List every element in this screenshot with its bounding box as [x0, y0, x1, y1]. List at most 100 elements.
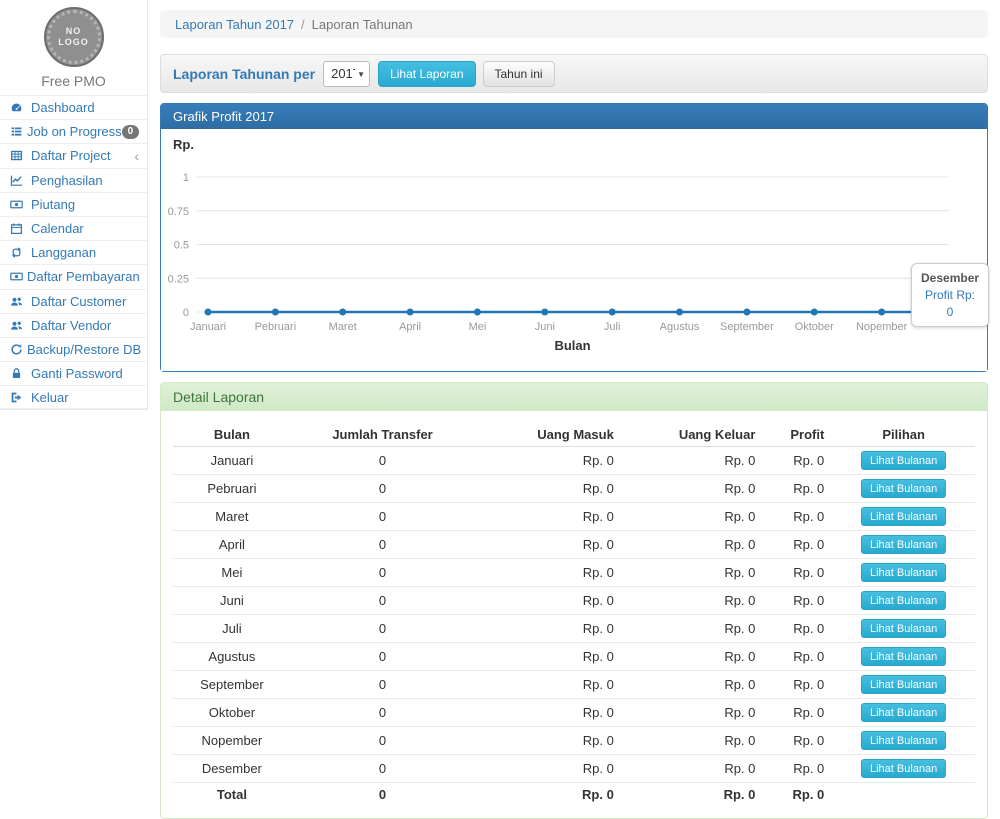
cell-pilihan: Lihat Bulanan: [832, 755, 975, 783]
sidebar-item-piutang[interactable]: Piutang: [0, 192, 147, 216]
lihat-bulanan-button[interactable]: Lihat Bulanan: [861, 563, 946, 582]
cell-uang_masuk: Rp. 0: [474, 615, 622, 643]
column-header: Profit: [763, 423, 832, 447]
cell-uang_keluar: Rp. 0: [622, 559, 764, 587]
sidebar-item-label: Piutang: [31, 197, 75, 212]
sidebar-item-job-on-progress[interactable]: Job on Progress0: [0, 119, 147, 143]
svg-text:Oktober: Oktober: [795, 321, 834, 333]
cell-uang_keluar: Rp. 0: [622, 727, 764, 755]
lihat-bulanan-button[interactable]: Lihat Bulanan: [861, 731, 946, 750]
cell-jumlah_transfer: 0: [291, 671, 474, 699]
cell-pilihan: Lihat Bulanan: [832, 559, 975, 587]
table-row: Desember0Rp. 0Rp. 0Rp. 0Lihat Bulanan: [173, 755, 975, 783]
svg-text:1: 1: [183, 172, 189, 184]
sidebar-item-label: Langganan: [31, 245, 96, 260]
cell-jumlah_transfer: 0: [291, 727, 474, 755]
sidebar-item-daftar-pembayaran[interactable]: Daftar Pembayaran: [0, 264, 147, 288]
breadcrumb-link[interactable]: Laporan Tahun 2017: [175, 17, 294, 32]
tooltip-title: Desember: [921, 269, 979, 287]
cell-pilihan: Lihat Bulanan: [832, 727, 975, 755]
users-icon: [10, 319, 27, 332]
table-row: Januari0Rp. 0Rp. 0Rp. 0Lihat Bulanan: [173, 447, 975, 475]
lihat-bulanan-button[interactable]: Lihat Bulanan: [861, 451, 946, 470]
column-header: Uang Masuk: [474, 423, 622, 447]
chevron-left-icon: ‹: [134, 149, 139, 163]
sidebar-item-ganti-password[interactable]: Ganti Password: [0, 361, 147, 385]
sidebar-item-daftar-project[interactable]: Daftar Project‹: [0, 143, 147, 167]
cell-profit: Rp. 0: [763, 447, 832, 475]
lihat-laporan-button[interactable]: Lihat Laporan: [378, 61, 475, 87]
lihat-bulanan-button[interactable]: Lihat Bulanan: [861, 479, 946, 498]
table-row: Pebruari0Rp. 0Rp. 0Rp. 0Lihat Bulanan: [173, 475, 975, 503]
table-row: Juli0Rp. 0Rp. 0Rp. 0Lihat Bulanan: [173, 615, 975, 643]
lihat-bulanan-button[interactable]: Lihat Bulanan: [861, 647, 946, 666]
sidebar-item-label: Daftar Customer: [31, 294, 126, 309]
sidebar-item-backup-restore-db[interactable]: Backup/Restore DB: [0, 337, 147, 361]
cell-jumlah_transfer: 0: [291, 755, 474, 783]
report-filter-bar: Laporan Tahunan per 2017 ▼ Lihat Laporan…: [160, 54, 988, 93]
cell-profit: Rp. 0: [763, 559, 832, 587]
breadcrumb-separator: /: [301, 17, 305, 32]
breadcrumb: Laporan Tahun 2017 / Laporan Tahunan: [160, 10, 988, 38]
year-select[interactable]: 2017: [323, 61, 370, 87]
cell-uang_masuk: Rp. 0: [474, 531, 622, 559]
cell-jumlah_transfer: 0: [291, 531, 474, 559]
cell-pilihan: Lihat Bulanan: [832, 699, 975, 727]
sidebar-item-dashboard[interactable]: Dashboard: [0, 95, 147, 119]
cell-bulan: Pebruari: [173, 475, 291, 503]
column-header: Pilihan: [832, 423, 975, 447]
tahun-ini-button[interactable]: Tahun ini: [483, 61, 555, 87]
cell-uang_masuk: Rp. 0: [474, 503, 622, 531]
lihat-bulanan-button[interactable]: Lihat Bulanan: [861, 619, 946, 638]
sidebar-item-keluar[interactable]: Keluar: [0, 385, 147, 409]
detail-panel-title: Detail Laporan: [161, 383, 987, 411]
cell-uang_keluar: Rp. 0: [622, 643, 764, 671]
cell-uang_masuk: Rp. 0: [474, 671, 622, 699]
sidebar-item-langganan[interactable]: Langganan: [0, 240, 147, 264]
profit-chart-panel: Grafik Profit 2017 Rp. 10.750.50.250Janu…: [160, 103, 988, 372]
lihat-bulanan-button[interactable]: Lihat Bulanan: [861, 675, 946, 694]
tooltip-value: Profit Rp: 0: [921, 287, 979, 321]
chart-y-axis-label: Rp.: [173, 137, 194, 152]
cell-uang_masuk: Rp. 0: [474, 475, 622, 503]
sidebar-item-calendar[interactable]: Calendar: [0, 216, 147, 240]
table-row: April0Rp. 0Rp. 0Rp. 0Lihat Bulanan: [173, 531, 975, 559]
lihat-bulanan-button[interactable]: Lihat Bulanan: [861, 703, 946, 722]
sidebar-nav: DashboardJob on Progress0Daftar Project‹…: [0, 95, 147, 409]
cell-pilihan: Lihat Bulanan: [832, 475, 975, 503]
svg-text:0.25: 0.25: [168, 273, 189, 285]
svg-text:September: September: [720, 321, 774, 333]
lihat-bulanan-button[interactable]: Lihat Bulanan: [861, 507, 946, 526]
cell-profit: Rp. 0: [763, 615, 832, 643]
sidebar-item-penghasilan[interactable]: Penghasilan: [0, 168, 147, 192]
profit-line-chart[interactable]: 10.750.50.250JanuariPebruariMaretAprilMe…: [161, 129, 987, 371]
column-header: Bulan: [173, 423, 291, 447]
cell-bulan: Juli: [173, 615, 291, 643]
table-row: September0Rp. 0Rp. 0Rp. 0Lihat Bulanan: [173, 671, 975, 699]
svg-text:Nopember: Nopember: [856, 321, 908, 333]
main-content: Laporan Tahun 2017 / Laporan Tahunan Lap…: [148, 0, 1000, 819]
calendar-icon: [10, 222, 27, 235]
lihat-bulanan-button[interactable]: Lihat Bulanan: [861, 535, 946, 554]
lihat-bulanan-button[interactable]: Lihat Bulanan: [861, 759, 946, 778]
cell-uang_keluar: Rp. 0: [622, 447, 764, 475]
cell-uang_keluar: Rp. 0: [622, 755, 764, 783]
table-row: Maret0Rp. 0Rp. 0Rp. 0Lihat Bulanan: [173, 503, 975, 531]
cell-uang_masuk: Rp. 0: [474, 643, 622, 671]
retweet-icon: [10, 246, 27, 259]
money-icon: [10, 270, 23, 283]
cell-profit: Rp. 0: [763, 699, 832, 727]
cell-pilihan: Lihat Bulanan: [832, 531, 975, 559]
lihat-bulanan-button[interactable]: Lihat Bulanan: [861, 591, 946, 610]
logo-text-line1: NO: [66, 26, 82, 37]
cell-uang_keluar: Rp. 0: [622, 531, 764, 559]
brand-name: Free PMO: [0, 73, 147, 89]
cell-jumlah_transfer: 0: [291, 587, 474, 615]
sidebar-item-daftar-customer[interactable]: Daftar Customer: [0, 289, 147, 313]
chart-tooltip: Desember Profit Rp: 0: [911, 263, 989, 327]
logo-text-line2: LOGO: [58, 37, 89, 48]
cell-pilihan: Lihat Bulanan: [832, 615, 975, 643]
filter-label: Laporan Tahunan per: [173, 66, 315, 82]
sidebar-item-daftar-vendor[interactable]: Daftar Vendor: [0, 313, 147, 337]
table-header-row: BulanJumlah TransferUang MasukUang Kelua…: [173, 423, 975, 447]
